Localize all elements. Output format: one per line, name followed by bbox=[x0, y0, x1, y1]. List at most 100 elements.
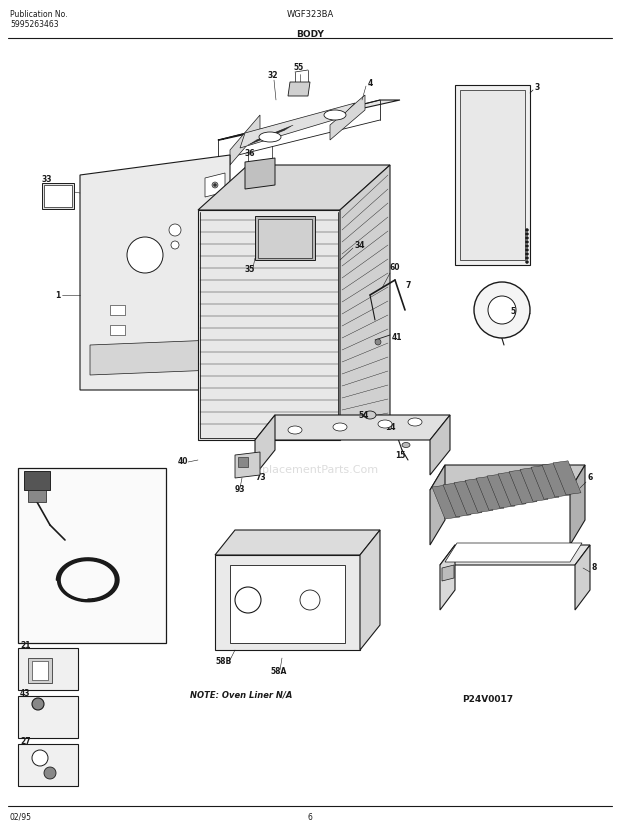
Text: eReplacementParts.Com: eReplacementParts.Com bbox=[241, 465, 379, 475]
Circle shape bbox=[32, 698, 44, 710]
Circle shape bbox=[526, 249, 528, 251]
Polygon shape bbox=[24, 471, 50, 490]
Bar bbox=[238, 457, 248, 467]
Text: P24V0017: P24V0017 bbox=[463, 695, 513, 705]
Polygon shape bbox=[245, 158, 275, 189]
Circle shape bbox=[526, 257, 528, 259]
Polygon shape bbox=[542, 463, 570, 497]
Text: 27: 27 bbox=[20, 738, 30, 747]
Polygon shape bbox=[230, 115, 260, 165]
Bar bbox=[42, 183, 74, 209]
Text: 3: 3 bbox=[535, 83, 540, 93]
Polygon shape bbox=[28, 490, 46, 502]
Polygon shape bbox=[258, 219, 312, 258]
Polygon shape bbox=[330, 95, 365, 140]
Polygon shape bbox=[553, 461, 581, 495]
Polygon shape bbox=[430, 415, 450, 475]
Ellipse shape bbox=[408, 418, 422, 426]
Text: 32: 32 bbox=[268, 70, 278, 79]
Polygon shape bbox=[110, 325, 125, 335]
Polygon shape bbox=[215, 530, 380, 555]
Bar bbox=[18, 696, 78, 738]
Polygon shape bbox=[570, 465, 585, 545]
Text: BODY: BODY bbox=[296, 30, 324, 39]
Polygon shape bbox=[476, 477, 504, 510]
Polygon shape bbox=[440, 545, 455, 610]
Circle shape bbox=[526, 260, 528, 263]
Text: 54: 54 bbox=[358, 411, 368, 420]
Circle shape bbox=[526, 229, 528, 231]
Circle shape bbox=[235, 587, 261, 613]
Circle shape bbox=[474, 282, 530, 338]
Polygon shape bbox=[531, 465, 559, 499]
Text: 40: 40 bbox=[178, 458, 188, 467]
Text: 58B: 58B bbox=[215, 657, 231, 667]
Polygon shape bbox=[440, 545, 590, 565]
Polygon shape bbox=[255, 415, 275, 475]
Polygon shape bbox=[442, 565, 454, 581]
Polygon shape bbox=[230, 565, 345, 643]
Bar bbox=[18, 468, 166, 643]
Polygon shape bbox=[454, 481, 482, 515]
Text: 60: 60 bbox=[390, 263, 401, 273]
Polygon shape bbox=[520, 468, 548, 501]
Circle shape bbox=[212, 182, 218, 188]
Polygon shape bbox=[498, 472, 526, 506]
Polygon shape bbox=[198, 165, 390, 210]
Text: 6: 6 bbox=[588, 473, 593, 482]
Text: 8: 8 bbox=[592, 563, 598, 572]
Circle shape bbox=[32, 750, 48, 766]
Bar bbox=[18, 744, 78, 786]
Ellipse shape bbox=[378, 420, 392, 428]
Polygon shape bbox=[432, 485, 460, 519]
Text: 41: 41 bbox=[392, 334, 402, 343]
Polygon shape bbox=[498, 324, 506, 332]
Circle shape bbox=[213, 183, 216, 187]
Text: 4: 4 bbox=[368, 78, 373, 88]
Circle shape bbox=[300, 590, 320, 610]
Circle shape bbox=[44, 767, 56, 779]
Bar bbox=[44, 185, 72, 207]
Polygon shape bbox=[110, 305, 125, 315]
Ellipse shape bbox=[324, 110, 346, 120]
Polygon shape bbox=[445, 543, 582, 562]
Polygon shape bbox=[465, 478, 493, 512]
Text: 1: 1 bbox=[55, 291, 60, 300]
Circle shape bbox=[375, 339, 381, 345]
Polygon shape bbox=[28, 658, 52, 683]
Text: 33: 33 bbox=[42, 174, 53, 183]
Ellipse shape bbox=[364, 411, 376, 419]
Text: 7: 7 bbox=[405, 281, 410, 289]
Polygon shape bbox=[255, 216, 315, 260]
Text: Publication No.: Publication No. bbox=[10, 10, 68, 19]
Polygon shape bbox=[198, 210, 340, 440]
Ellipse shape bbox=[333, 423, 347, 431]
Text: 43: 43 bbox=[20, 690, 30, 699]
Text: 02/95: 02/95 bbox=[10, 813, 32, 822]
Text: 58A: 58A bbox=[270, 667, 286, 676]
Polygon shape bbox=[215, 555, 360, 650]
Polygon shape bbox=[288, 82, 310, 96]
Polygon shape bbox=[443, 483, 471, 517]
Polygon shape bbox=[455, 85, 530, 265]
Polygon shape bbox=[235, 452, 260, 478]
Text: 93: 93 bbox=[235, 486, 246, 495]
Circle shape bbox=[171, 241, 179, 249]
Polygon shape bbox=[90, 340, 215, 375]
Text: 6: 6 bbox=[308, 813, 312, 822]
Text: 55: 55 bbox=[293, 64, 303, 73]
Circle shape bbox=[526, 232, 528, 235]
Polygon shape bbox=[575, 545, 590, 610]
Circle shape bbox=[526, 240, 528, 244]
Ellipse shape bbox=[259, 132, 281, 142]
Circle shape bbox=[526, 253, 528, 255]
Text: WGF323BA: WGF323BA bbox=[286, 10, 334, 19]
Polygon shape bbox=[430, 465, 585, 490]
Text: NOTE: Oven Liner N/A: NOTE: Oven Liner N/A bbox=[190, 691, 293, 700]
Circle shape bbox=[488, 296, 516, 324]
Text: 14: 14 bbox=[385, 424, 396, 433]
Text: 36: 36 bbox=[245, 150, 255, 159]
Text: 21: 21 bbox=[20, 642, 30, 651]
Text: 35: 35 bbox=[245, 265, 255, 274]
Circle shape bbox=[169, 224, 181, 236]
